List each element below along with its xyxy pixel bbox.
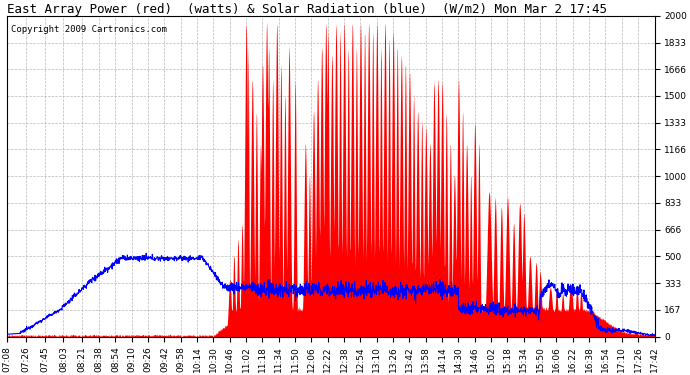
Text: Copyright 2009 Cartronics.com: Copyright 2009 Cartronics.com bbox=[10, 26, 166, 34]
Text: East Array Power (red)  (watts) & Solar Radiation (blue)  (W/m2) Mon Mar 2 17:45: East Array Power (red) (watts) & Solar R… bbox=[8, 3, 607, 16]
